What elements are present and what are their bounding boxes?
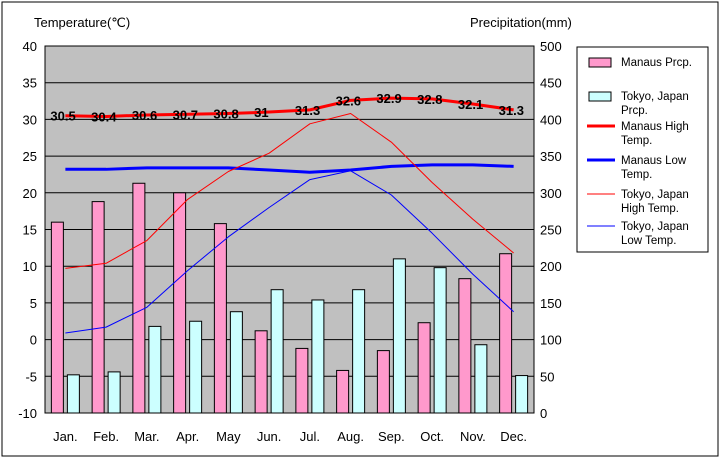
- legend-label: High Temp.: [621, 203, 679, 215]
- data-label: 30.4: [91, 109, 117, 124]
- left-axis-title: Temperature(℃): [34, 15, 130, 30]
- bar-manaus-prcp: [213, 223, 227, 414]
- series-line-2: [65, 113, 514, 269]
- legend-label: Prcp.: [621, 105, 648, 117]
- right-axis-title: Precipitation(mm): [470, 15, 572, 30]
- legend-label: Manaus High: [621, 121, 689, 133]
- bar-tokyo-prcp: [66, 374, 80, 414]
- legend-label: Low Temp.: [621, 235, 676, 247]
- data-label: 30.6: [132, 108, 157, 123]
- bar-tokyo-prcp: [270, 289, 284, 414]
- right-tick-label: 300: [540, 186, 562, 201]
- bar-tokyo-prcp: [148, 325, 162, 414]
- x-tick-label: Jan.: [53, 429, 78, 444]
- x-tick-label: Jul.: [300, 429, 320, 444]
- plot-area: 30.5 30.4 30.6 30.7 30.8 31 31.3 32.6 32.9 32.8 32…: [18, 39, 562, 444]
- left-tick-label: 40: [23, 39, 37, 54]
- x-tick-label: Oct.: [420, 429, 444, 444]
- bar-manaus-prcp: [295, 347, 309, 414]
- data-label: 32.8: [417, 92, 442, 107]
- bar-tokyo-prcp: [229, 311, 243, 414]
- left-tick-label: 20: [23, 186, 37, 201]
- right-tick-label: 50: [540, 369, 554, 384]
- bar-manaus-prcp: [50, 221, 64, 414]
- right-tick-label: 100: [540, 333, 562, 348]
- data-label: 32.1: [458, 97, 483, 112]
- bar-tokyo-prcp: [189, 320, 203, 414]
- right-tick-label: 450: [540, 76, 562, 91]
- bar-tokyo-prcp: [392, 258, 406, 414]
- x-tick-label: Aug.: [337, 429, 364, 444]
- data-label: 30.5: [50, 109, 75, 124]
- x-tick-label: Jun.: [257, 429, 282, 444]
- right-tick-label: 350: [540, 149, 562, 164]
- left-tick-label: -10: [18, 406, 37, 421]
- bar-manaus-prcp: [376, 350, 390, 414]
- right-tick-label: 400: [540, 112, 562, 127]
- x-tick-label: Dec.: [500, 429, 527, 444]
- bar-tokyo-prcp: [474, 344, 488, 414]
- x-tick-label: Nov.: [460, 429, 486, 444]
- bar-manaus-prcp: [132, 182, 146, 414]
- data-label: 31.3: [499, 103, 524, 118]
- right-tick-label: 250: [540, 223, 562, 238]
- bar-manaus-prcp: [173, 192, 187, 414]
- legend-box: [576, 46, 709, 253]
- right-tick-label: 200: [540, 259, 562, 274]
- legend-label: Temp.: [621, 135, 652, 147]
- bar-tokyo-prcp: [515, 375, 529, 414]
- left-tick-label: 25: [23, 149, 37, 164]
- series-line-3: [65, 170, 514, 334]
- x-tick-label: Sep.: [378, 429, 405, 444]
- data-label: 31.3: [295, 103, 320, 118]
- left-tick-label: 15: [23, 223, 37, 238]
- bar-tokyo-prcp: [433, 267, 447, 414]
- bar-tokyo-prcp: [311, 299, 325, 414]
- series-line-0: [65, 96, 514, 118]
- left-tick-label: 30: [23, 112, 37, 127]
- x-tick-label: Mar.: [134, 429, 159, 444]
- bar-manaus-prcp: [499, 253, 513, 414]
- left-tick-label: 0: [30, 333, 37, 348]
- bar-manaus-prcp: [336, 369, 350, 414]
- legend-label: Tokyo, Japan: [621, 91, 689, 103]
- legend-label: Manaus Prcp.: [621, 57, 692, 69]
- legend-label: Tokyo, Japan: [621, 189, 689, 201]
- right-tick-label: 150: [540, 296, 562, 311]
- right-tick-label: 0: [540, 406, 547, 421]
- bar-manaus-prcp: [458, 278, 472, 414]
- data-label: 32.9: [376, 91, 401, 106]
- left-tick-label: 5: [30, 296, 37, 311]
- left-tick-label: -5: [25, 369, 37, 384]
- data-label: 31: [254, 105, 268, 120]
- legend-label: Manaus Low: [621, 155, 687, 167]
- legend-swatch: [588, 91, 612, 102]
- plot-border: [44, 45, 535, 414]
- x-tick-label: Feb.: [93, 429, 119, 444]
- legend: Manaus Prcp. Tokyo, Japan Prcp. Manaus High…: [576, 46, 709, 253]
- legend-swatch: [588, 57, 612, 68]
- x-tick-label: Apr.: [176, 429, 199, 444]
- bar-tokyo-prcp: [107, 371, 121, 414]
- data-label: 30.7: [173, 107, 198, 122]
- series-line-1: [65, 163, 514, 174]
- x-tick-label: May: [216, 429, 241, 444]
- bar-tokyo-prcp: [352, 289, 366, 414]
- left-tick-label: 10: [23, 259, 37, 274]
- data-label: 30.8: [213, 107, 238, 122]
- right-tick-label: 500: [540, 39, 562, 54]
- left-tick-label: 35: [23, 76, 37, 91]
- bar-manaus-prcp: [254, 330, 268, 414]
- bar-manaus-prcp: [417, 322, 431, 414]
- bar-manaus-prcp: [91, 201, 105, 414]
- data-label: 32.6: [336, 93, 361, 108]
- legend-label: Temp.: [621, 169, 652, 181]
- legend-label: Tokyo, Japan: [621, 221, 689, 233]
